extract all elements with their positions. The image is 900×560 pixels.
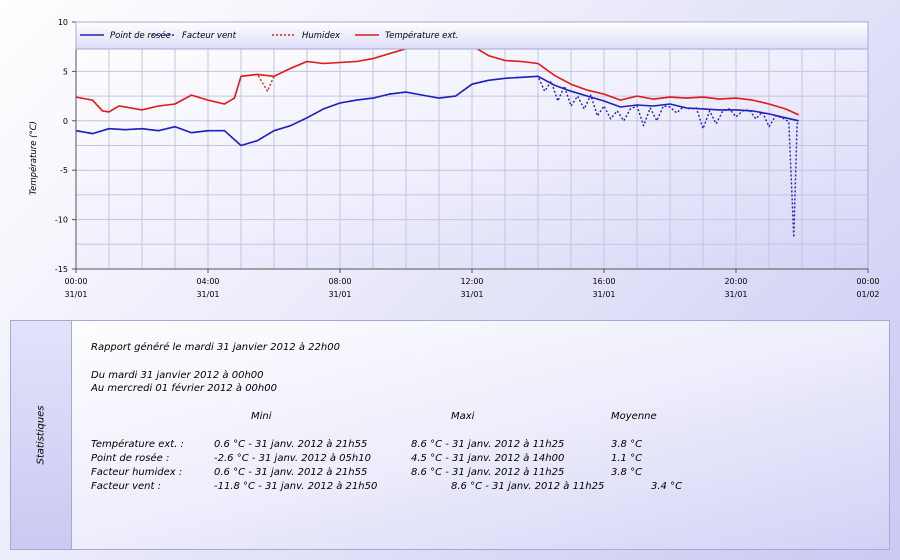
row-mean-dewpoint: 1.1 °C bbox=[611, 453, 643, 464]
legend: Point de rosée Facteur vent Humidex Tempéra… bbox=[75, 21, 869, 50]
y-tick-label: -15 bbox=[55, 265, 68, 274]
legend-label-2: Humidex bbox=[302, 31, 341, 41]
x-tick-date: 31/01 bbox=[328, 290, 351, 299]
y-tick-label: 0 bbox=[63, 117, 68, 126]
statistics-panel: Statistiques Rapport généré le mardi 31 … bbox=[10, 320, 890, 550]
y-tick-label: 5 bbox=[63, 67, 68, 76]
x-tick-date: 31/01 bbox=[724, 290, 747, 299]
row-min-dewpoint: -2.6 °C - 31 janv. 2012 à 05h10 bbox=[214, 453, 371, 464]
header-max: Maxi bbox=[451, 411, 475, 422]
x-tick-time: 20:00 bbox=[724, 277, 747, 286]
row-min-humidex: 0.6 °C - 31 janv. 2012 à 21h55 bbox=[214, 467, 368, 478]
temperature-chart: 10 5 0 -5 -10 -15 00:00 31/01 04:00 31/01 08:00 31… bbox=[28, 18, 880, 299]
x-tick-time: 00:00 bbox=[64, 277, 87, 286]
row-max-windchill: 8.6 °C - 31 janv. 2012 à 11h25 bbox=[451, 481, 605, 492]
x-tick-time: 04:00 bbox=[196, 277, 219, 286]
y-tick-label: -5 bbox=[60, 166, 68, 175]
x-tick-date: 31/01 bbox=[196, 290, 219, 299]
row-label-temperature: Température ext. : bbox=[91, 439, 184, 450]
report-to: Au mercredi 01 février 2012 à 00h00 bbox=[91, 383, 277, 394]
row-mean-windchill: 3.4 °C bbox=[651, 481, 683, 492]
x-ticks: 00:00 31/01 04:00 31/01 08:00 31/01 12:00 31/01… bbox=[64, 269, 880, 299]
statistics-sidebar: Statistiques bbox=[11, 321, 72, 549]
statistics-label: Statistiques bbox=[35, 405, 47, 465]
x-tick-date: 31/01 bbox=[592, 290, 615, 299]
legend-label-3: Température ext. bbox=[385, 30, 458, 41]
legend-label-1: Facteur vent bbox=[182, 31, 237, 41]
report-generated: Rapport généré le mardi 31 janvier 2012 … bbox=[91, 342, 340, 353]
row-mean-temperature: 3.8 °C bbox=[611, 439, 643, 450]
x-tick-date: 31/01 bbox=[460, 290, 483, 299]
legend-box bbox=[75, 21, 869, 50]
x-tick-date: 01/02 bbox=[856, 290, 879, 299]
row-mean-humidex: 3.8 °C bbox=[611, 467, 643, 478]
y-tick-label: 10 bbox=[58, 18, 68, 27]
x-tick-date: 31/01 bbox=[64, 290, 87, 299]
y-axis-title: Température (°C) bbox=[28, 121, 39, 195]
header-mean: Moyenne bbox=[611, 411, 657, 422]
report-from: Du mardi 31 janvier 2012 à 00h00 bbox=[91, 370, 264, 381]
row-label-humidex: Facteur humidex : bbox=[91, 467, 183, 478]
y-ticks: 10 5 0 -5 -10 -15 bbox=[55, 18, 76, 274]
row-label-windchill: Facteur vent : bbox=[91, 481, 161, 492]
row-max-temperature: 8.6 °C - 31 janv. 2012 à 11h25 bbox=[411, 439, 565, 450]
row-max-dewpoint: 4.5 °C - 31 janv. 2012 à 14h00 bbox=[411, 453, 565, 464]
y-tick-label: -10 bbox=[55, 216, 68, 225]
x-tick-time: 00:00 bbox=[856, 277, 879, 286]
grid bbox=[76, 46, 868, 269]
x-tick-time: 08:00 bbox=[328, 277, 351, 286]
row-label-dewpoint: Point de rosée : bbox=[91, 453, 170, 464]
row-max-humidex: 8.6 °C - 31 janv. 2012 à 11h25 bbox=[411, 467, 565, 478]
row-min-windchill: -11.8 °C - 31 janv. 2012 à 21h50 bbox=[214, 481, 378, 492]
legend-label-0: Point de rosée bbox=[110, 30, 171, 41]
series-line-0 bbox=[75, 75, 799, 147]
header-min: Mini bbox=[251, 411, 272, 422]
x-tick-time: 16:00 bbox=[592, 277, 615, 286]
row-min-temperature: 0.6 °C - 31 janv. 2012 à 21h55 bbox=[214, 439, 368, 450]
x-tick-time: 12:00 bbox=[460, 277, 483, 286]
